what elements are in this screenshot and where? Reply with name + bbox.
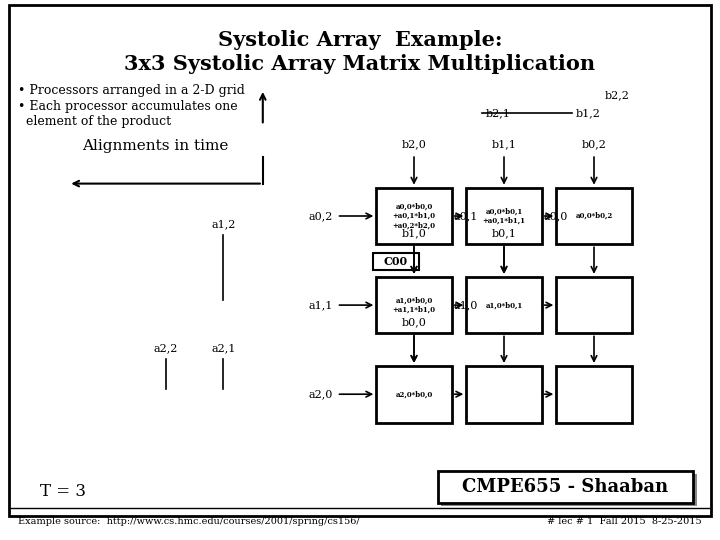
Text: b1,2: b1,2 xyxy=(576,109,601,118)
Text: 3x3 Systolic Array Matrix Multiplication: 3x3 Systolic Array Matrix Multiplication xyxy=(125,54,595,74)
Text: a1,2: a1,2 xyxy=(211,219,235,230)
Text: C00: C00 xyxy=(384,256,408,267)
Text: b0,2: b0,2 xyxy=(582,139,606,149)
Bar xyxy=(438,471,693,503)
Text: CMPE655 - Shaaban: CMPE655 - Shaaban xyxy=(462,478,668,496)
Text: a2,0: a2,0 xyxy=(309,389,333,399)
Text: a1,0*b0,1: a1,0*b0,1 xyxy=(485,301,523,309)
Bar xyxy=(467,276,541,333)
Bar xyxy=(556,188,632,244)
Text: • Each processor accumulates one
  element of the product: • Each processor accumulates one element… xyxy=(18,100,238,128)
Text: Example source:  http://www.cs.hmc.edu/courses/2001/spring/cs156/: Example source: http://www.cs.hmc.edu/co… xyxy=(18,517,359,525)
Bar xyxy=(376,188,452,244)
Text: a0,0*b0,0
+a0,1*b1,0
+a0,2*b2,0: a0,0*b0,0 +a0,1*b1,0 +a0,2*b2,0 xyxy=(392,203,436,229)
Text: T = 3: T = 3 xyxy=(40,483,86,500)
Text: Alignments in time: Alignments in time xyxy=(81,139,228,153)
Bar xyxy=(556,366,632,422)
Bar xyxy=(376,276,452,333)
Text: b1,1: b1,1 xyxy=(492,139,516,149)
Bar xyxy=(556,276,632,333)
Text: a1,0*b0,0
+a1,1*b1,0: a1,0*b0,0 +a1,1*b1,0 xyxy=(392,296,436,314)
Text: • Processors arranged in a 2-D grid: • Processors arranged in a 2-D grid xyxy=(18,84,245,97)
Bar xyxy=(441,474,697,506)
Text: b2,0: b2,0 xyxy=(402,139,426,149)
Text: a2,0*b0,0: a2,0*b0,0 xyxy=(395,390,433,398)
Text: b2,2: b2,2 xyxy=(605,90,630,100)
Text: b1,0: b1,0 xyxy=(402,228,426,238)
Text: a0,0: a0,0 xyxy=(544,211,568,221)
Text: a0,2: a0,2 xyxy=(309,211,333,221)
Bar xyxy=(467,188,541,244)
Text: a1,1: a1,1 xyxy=(309,300,333,310)
Text: a0,0*b0,2: a0,0*b0,2 xyxy=(575,212,613,220)
Bar xyxy=(376,366,452,422)
Text: b0,0: b0,0 xyxy=(402,317,426,327)
Text: b0,1: b0,1 xyxy=(492,228,516,238)
Text: a2,1: a2,1 xyxy=(211,343,235,354)
Text: a0,1: a0,1 xyxy=(454,211,478,221)
Text: a0,0*b0,1
+a0,1*b1,1: a0,0*b0,1 +a0,1*b1,1 xyxy=(482,207,526,225)
Bar xyxy=(373,253,419,270)
Text: a1,0: a1,0 xyxy=(454,300,478,310)
Bar xyxy=(467,366,541,422)
Text: # lec # 1  Fall 2015  8-25-2015: # lec # 1 Fall 2015 8-25-2015 xyxy=(547,517,702,525)
Text: Systolic Array  Example:: Systolic Array Example: xyxy=(217,30,503,50)
Text: b2,1: b2,1 xyxy=(486,109,511,118)
Text: a2,2: a2,2 xyxy=(153,343,178,354)
